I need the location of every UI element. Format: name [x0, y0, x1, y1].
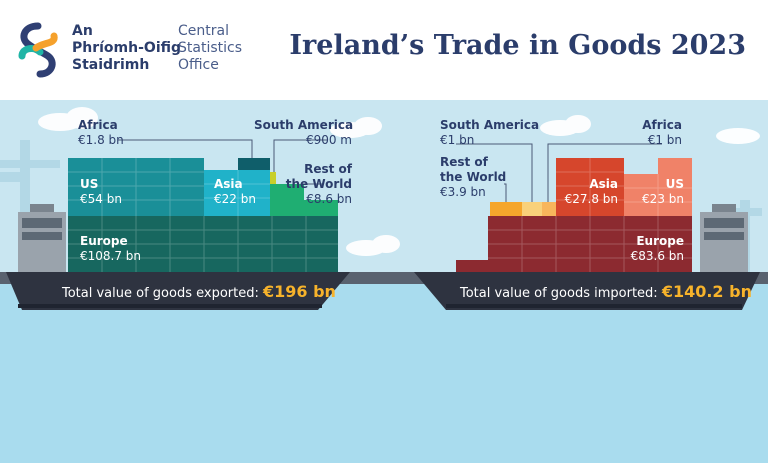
import-europe-block [488, 216, 692, 272]
import-south-america-label: South America €1 bn [440, 118, 540, 147]
export-ship-hull [6, 272, 350, 310]
import-asia-label: Asia €27.8 bn [564, 177, 618, 206]
export-africa-block [238, 158, 270, 170]
import-south-america-block [522, 202, 542, 216]
export-asia-block [204, 170, 270, 216]
export-asia-label: Asia €22 bn [214, 177, 256, 206]
page-title: Ireland’s Trade in Goods 2023 [289, 30, 746, 61]
import-us-label: US €23 bn [642, 177, 684, 206]
export-total: Total value of goods exported: €196 bn [62, 282, 336, 301]
import-total-value: €140.2 bn [661, 282, 752, 301]
export-south-america-block [270, 172, 276, 184]
cso-logo-icon [18, 22, 58, 78]
export-south-america-label: South America €900 m [254, 118, 354, 147]
export-africa-label: Africa €1.8 bn [78, 118, 124, 147]
sea [0, 284, 768, 463]
logo-english-name: Central Statistics Office [178, 23, 242, 73]
logo-irish-name: An Phríomh-Oifig Staidrimh [72, 23, 182, 73]
export-us-block [68, 158, 136, 216]
export-total-value: €196 bn [263, 282, 336, 301]
import-europe-label: Europe €83.6 bn [630, 234, 684, 263]
import-total: Total value of goods imported: €140.2 bn [460, 282, 752, 301]
scene-illustration [0, 100, 768, 463]
trade-scene: Africa €1.8 bn South America €900 m Rest… [0, 100, 768, 463]
import-ship-hull [414, 272, 760, 310]
header: An Phríomh-Oifig Staidrimh Central Stati… [0, 0, 768, 100]
export-us-label: US €54 bn [80, 177, 122, 206]
export-rest-of-world-label: Rest of the World €8.6 bn [285, 162, 352, 206]
import-rest-of-world-block [490, 202, 522, 216]
import-rest-of-world-label: Rest of the World €3.9 bn [440, 155, 507, 199]
import-asia-block [556, 158, 624, 216]
export-ship [6, 158, 350, 310]
import-africa-block [542, 202, 556, 216]
import-us-block [624, 174, 692, 216]
import-africa-label: Africa €1 bn [642, 118, 682, 147]
export-europe-block [68, 216, 338, 272]
cloud-icon [38, 107, 760, 256]
export-rest-of-world-block [270, 184, 304, 200]
export-europe-label: Europe €108.7 bn [80, 234, 142, 263]
leader-lines [118, 139, 662, 202]
import-ship [414, 158, 760, 310]
